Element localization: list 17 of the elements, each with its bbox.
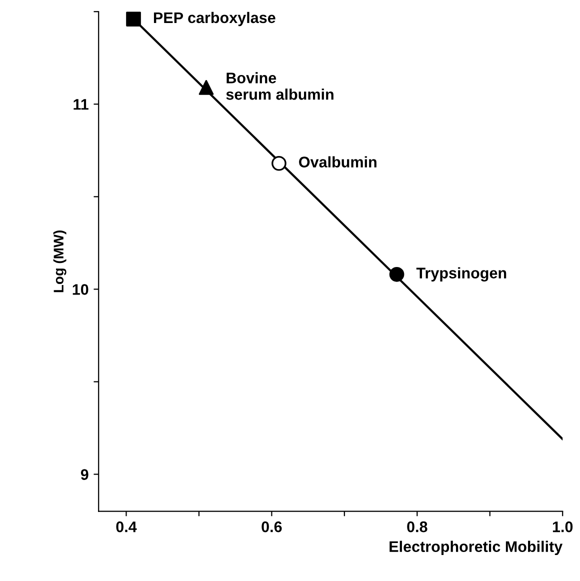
x-axis-title: Electrophoretic Mobility [390,540,563,556]
point [389,266,404,282]
point [126,12,141,26]
annotation: Bovine serum albumin [226,72,334,100]
x-tick-label: 1.0 [552,521,573,532]
x-tick-label: 0.8 [407,521,428,532]
y-tick-label: 10 [72,284,88,295]
x-tick-label: 0.6 [262,521,282,532]
y-axis-title: Log (MW) [53,230,66,292]
annotation: PEP carboxylase [154,12,276,26]
point [272,156,286,171]
annotation: Ovalbumin [299,156,376,168]
annotation: Trypsinogen [416,267,506,282]
x-tick-label: 0.4 [116,521,137,532]
point [198,80,214,95]
y-tick-label: 11 [74,99,88,110]
y-tick-label: 9 [80,469,88,480]
